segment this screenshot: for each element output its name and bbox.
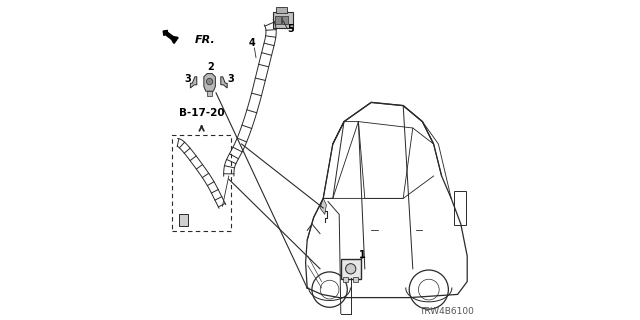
Polygon shape xyxy=(221,77,227,88)
FancyBboxPatch shape xyxy=(282,16,288,24)
Text: 5: 5 xyxy=(287,24,294,34)
Text: FR.: FR. xyxy=(195,35,216,45)
Polygon shape xyxy=(191,77,197,88)
Text: 3: 3 xyxy=(228,74,234,84)
Circle shape xyxy=(346,264,356,274)
FancyBboxPatch shape xyxy=(343,277,349,282)
FancyBboxPatch shape xyxy=(275,16,282,24)
FancyBboxPatch shape xyxy=(340,259,361,279)
Text: 3: 3 xyxy=(184,74,191,84)
FancyBboxPatch shape xyxy=(353,277,358,282)
FancyBboxPatch shape xyxy=(273,12,293,28)
FancyBboxPatch shape xyxy=(179,214,188,226)
Text: TRW4B6100: TRW4B6100 xyxy=(419,307,474,316)
Text: 2: 2 xyxy=(207,62,214,72)
FancyBboxPatch shape xyxy=(207,91,212,96)
Circle shape xyxy=(206,78,212,85)
Text: 1: 1 xyxy=(359,250,366,260)
Polygon shape xyxy=(320,198,326,214)
Text: 4: 4 xyxy=(249,38,255,48)
Text: B-17-20: B-17-20 xyxy=(179,108,225,118)
Polygon shape xyxy=(204,74,215,91)
FancyArrow shape xyxy=(163,30,177,42)
FancyBboxPatch shape xyxy=(276,7,287,13)
